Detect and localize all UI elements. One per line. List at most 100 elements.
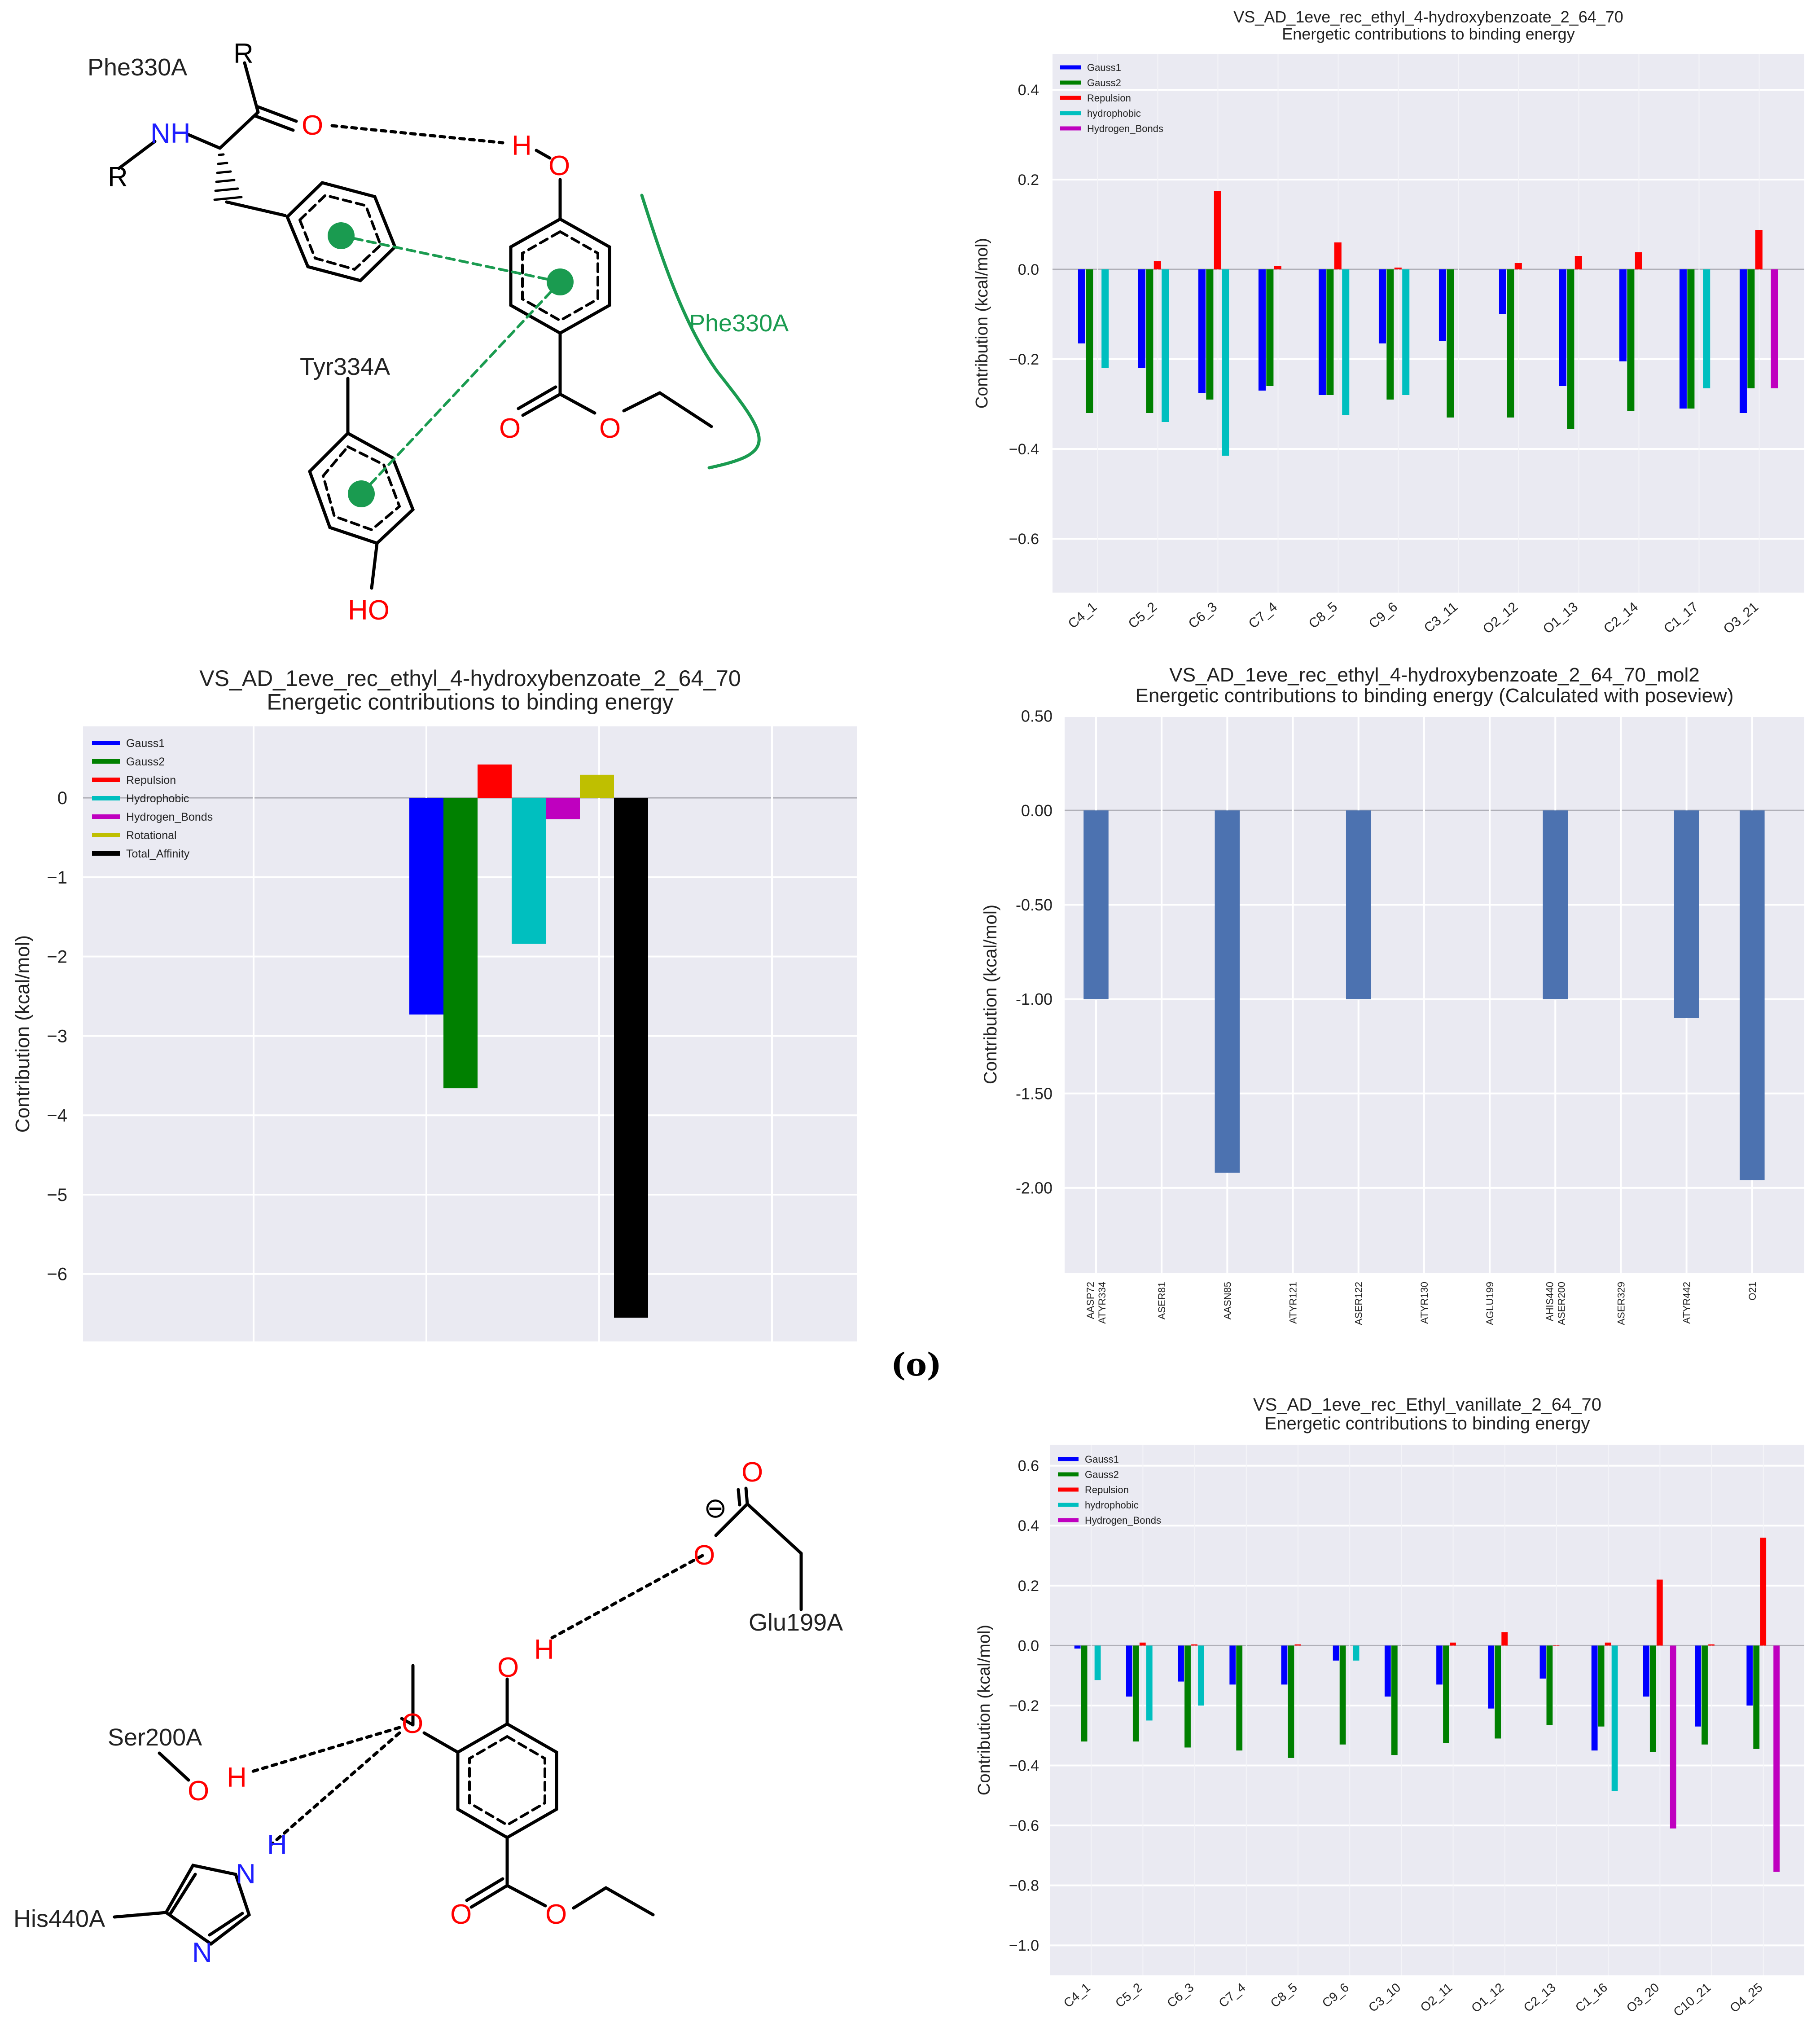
- chart-title: VS_AD_1eve_rec_ethyl_4-hydroxybenzoate_2…: [1233, 8, 1623, 26]
- ser-oxygen-label: O: [188, 1776, 209, 1807]
- legend-label-gauss1: Gauss1: [1085, 1454, 1119, 1465]
- bar-aasn85: [1215, 810, 1240, 1173]
- bar-repulsion-c9_6: [1394, 268, 1402, 269]
- bar-gauss1-c4_1: [1078, 269, 1085, 343]
- bar-repulsion: [478, 764, 512, 798]
- bar-gauss1-c5_2: [1126, 1645, 1132, 1697]
- x-tick-label: ATYR334: [1096, 1282, 1108, 1324]
- x-tick-label: ASER329: [1615, 1282, 1627, 1325]
- legend-label-total_affinity: Total_Affinity: [126, 848, 190, 860]
- bar-hydrophobic-c9_6: [1353, 1645, 1360, 1661]
- bar-hydrogen_bonds-o3_21: [1771, 269, 1778, 388]
- bar-gauss1-c10_21: [1695, 1645, 1701, 1727]
- legend-label-gauss1: Gauss1: [1087, 62, 1121, 73]
- y-tick-label: 0.4: [1018, 1517, 1039, 1534]
- y-tick-label: -1.00: [1016, 990, 1053, 1008]
- hydroxyl-hydrogen-label: H: [534, 1634, 554, 1665]
- y-tick-label: −2: [47, 947, 67, 967]
- bar-gauss2-c4_1: [1086, 269, 1093, 413]
- chart-title: VS_AD_1eve_rec_ethyl_4-hydroxybenzoate_2…: [1169, 664, 1700, 686]
- bar-gauss1-c7_4: [1258, 269, 1266, 391]
- tyr334a-label: Tyr334A: [300, 353, 390, 380]
- legend-label-repulsion: Repulsion: [1085, 1484, 1129, 1495]
- y-tick-label: 0.50: [1021, 707, 1053, 725]
- bar-repulsion-o3_20: [1656, 1579, 1663, 1646]
- x-tick-label: C9_6: [1366, 599, 1400, 631]
- hydroxyl-oxygen-label: O: [548, 150, 570, 181]
- bar-gauss1-o4_25: [1746, 1645, 1753, 1706]
- y-tick-label: -2.00: [1016, 1178, 1053, 1197]
- bar-gauss2-c8_5: [1326, 269, 1334, 395]
- bar-gauss1-o1_12: [1488, 1645, 1495, 1709]
- bar-gauss2-c3_11: [1447, 269, 1454, 418]
- bar-gauss1-c9_6: [1378, 269, 1386, 343]
- bar-gauss1-c3_10: [1384, 1645, 1391, 1697]
- bar-gauss1-o1_13: [1559, 269, 1566, 386]
- bar-hydrophobic-c1_16: [1611, 1645, 1618, 1791]
- plot-area: [1053, 54, 1804, 593]
- x-tick-label: O21: [1747, 1282, 1758, 1301]
- legend-label-hydrophobic: Hydrophobic: [126, 792, 189, 805]
- x-tick-label: ATYR130: [1419, 1282, 1430, 1324]
- y-tick-label: 0.0: [1018, 261, 1039, 278]
- y-tick-label: −6: [47, 1265, 67, 1284]
- y-tick-label: 0.4: [1018, 82, 1039, 99]
- y-tick-label: -0.50: [1016, 896, 1053, 914]
- bar-gauss2-o3_20: [1649, 1645, 1656, 1752]
- y-tick-label: -1.50: [1016, 1084, 1053, 1103]
- x-tick-label: O4_25: [1727, 1980, 1765, 2015]
- x-tick-label: C4_1: [1066, 599, 1100, 631]
- bar-gauss1: [409, 798, 443, 1015]
- bar-repulsion-c10_21: [1708, 1644, 1715, 1646]
- x-tick-label: C5_2: [1126, 599, 1160, 631]
- chart-title: VS_AD_1eve_rec_ethyl_4-hydroxybenzoate_2…: [199, 666, 741, 691]
- bar-ahis440: [1543, 810, 1568, 999]
- bar-gauss1-c9_6: [1333, 1645, 1339, 1661]
- legend-label-gauss2: Gauss2: [1087, 77, 1121, 88]
- bar-hydrogen_bonds-o3_20: [1670, 1645, 1676, 1829]
- bar-gauss2-c6_3: [1206, 269, 1214, 400]
- bar-hydrogen_bonds: [546, 798, 580, 819]
- his-hydrogen-label: H: [267, 1829, 287, 1860]
- pi-stack-line-2: [360, 281, 561, 495]
- bar-repulsion-o2_12: [1514, 263, 1522, 269]
- x-tick-label: ASER81: [1156, 1282, 1167, 1319]
- bar-repulsion-c5_2: [1153, 261, 1161, 269]
- bar-gauss2-c3_10: [1391, 1645, 1398, 1755]
- x-tick-label: C6_3: [1186, 599, 1220, 631]
- bar-hydrophobic: [512, 798, 546, 944]
- chart-subtitle: Energetic contributions to binding energ…: [267, 690, 673, 715]
- bar-gauss2-c7_4: [1236, 1645, 1243, 1751]
- carbonyl-oxygen-label: O: [302, 110, 323, 141]
- ester-oxygen-label-1: O: [499, 413, 521, 444]
- bar-gauss2-c8_5: [1288, 1645, 1294, 1758]
- y-tick-label: 0.00: [1021, 801, 1053, 820]
- hydroxyl-oxygen-label: O: [497, 1652, 519, 1683]
- phe330a-curve-label: Phe330A: [689, 310, 789, 337]
- y-tick-label: −5: [47, 1185, 67, 1205]
- pi-stack-line-1: [340, 234, 561, 283]
- molecule1-labels: Phe330A R R NH O H O Phe330A Tyr334A O O…: [88, 38, 789, 626]
- y-tick-label: 0.2: [1018, 1578, 1039, 1595]
- bar-gauss1-c2_14: [1619, 269, 1627, 361]
- bar-repulsion-o4_25: [1760, 1538, 1767, 1646]
- y-tick-label: 0: [57, 788, 67, 808]
- legend-label-gauss1: Gauss1: [126, 737, 165, 750]
- chart-subtitle: Energetic contributions to binding energ…: [1136, 685, 1734, 707]
- x-tick-label: AHIS440: [1544, 1282, 1555, 1321]
- bar-hydrophobic-c4_1: [1094, 1645, 1101, 1680]
- legend-label-hydrogen_bonds: Hydrogen_Bonds: [1087, 123, 1163, 134]
- bar-repulsion-c5_2: [1139, 1642, 1146, 1646]
- y-axis-label: Contribution (kcal/mol): [975, 1625, 994, 1795]
- bar-gauss1-c2_13: [1539, 1645, 1546, 1679]
- x-tick-label: C7_4: [1246, 599, 1280, 631]
- x-tick-label: O3_21: [1721, 599, 1761, 637]
- legend-label-gauss2: Gauss2: [1085, 1469, 1119, 1480]
- bar-gauss1-c4_1: [1074, 1645, 1081, 1649]
- x-tick-label: C6_3: [1164, 1980, 1196, 2010]
- bar-gauss1-c1_17: [1679, 269, 1687, 409]
- bar-hydrophobic-c4_1: [1101, 269, 1109, 368]
- ester-oxygen-label-2: O: [599, 413, 621, 444]
- glu-oxygen-label-1: O: [741, 1457, 763, 1488]
